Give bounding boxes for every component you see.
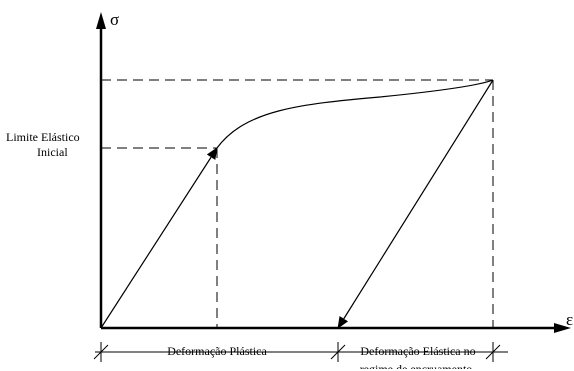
plastic-deformation-label: Deformação Plástica	[167, 344, 267, 358]
yield-limit-label-line2: Inicial	[37, 145, 68, 159]
hardening-curve	[216, 79, 494, 149]
dimension-slash-end	[485, 344, 501, 360]
dashed-guides	[101, 79, 494, 328]
elastic-deformation-label-line1: Deformação Elástica no	[360, 344, 475, 358]
y-axis-arrowhead	[96, 12, 106, 29]
dimension-slash-middle	[330, 344, 346, 360]
elastic-deformation-label-line2: regime de encruamento	[360, 362, 473, 371]
x-axis-label: ε	[566, 310, 573, 329]
strain-dimension-line	[93, 342, 508, 362]
elastic-unloading-arrow	[337, 79, 494, 329]
y-axis-label: σ	[110, 10, 119, 29]
yield-limit-label-line1: Limite Elástico	[6, 130, 80, 144]
elastic-loading-arrow	[100, 147, 218, 329]
dimension-slash-start	[93, 344, 109, 360]
x-axis-arrowhead	[554, 323, 571, 333]
